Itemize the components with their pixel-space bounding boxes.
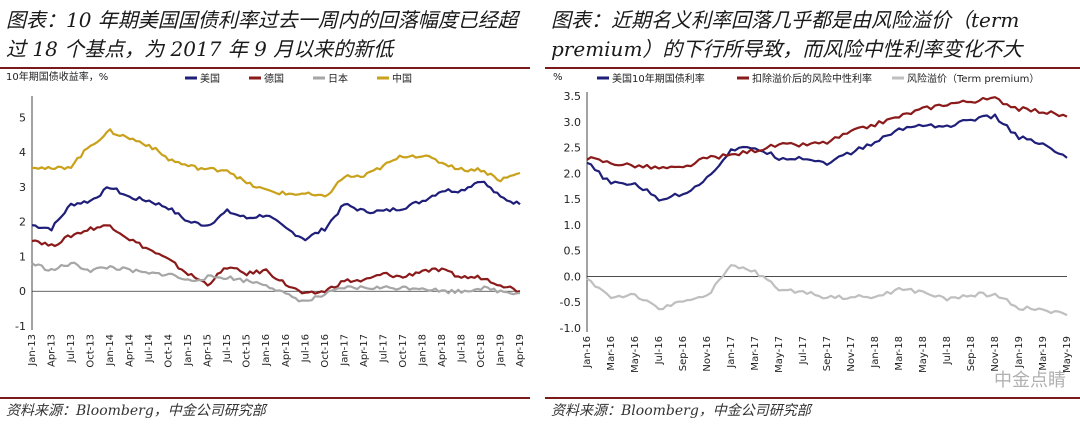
- x-tick-label: Jan-14: [105, 334, 116, 367]
- x-tick-label: Jul-16: [654, 336, 665, 365]
- y-tick-label: 3.0: [564, 116, 582, 129]
- right-source-note: 资料来源：Bloomberg，中金公司研究部: [551, 403, 811, 419]
- y-axis-label: %: [553, 72, 563, 83]
- series-line-0: [31, 180, 521, 242]
- x-tick-label: Jan-19: [1014, 336, 1025, 369]
- x-tick-label: May-18: [918, 336, 929, 373]
- x-tick-label: Apr-17: [359, 334, 370, 367]
- legend-label: 中国: [392, 72, 412, 85]
- series-line-1: [31, 224, 521, 295]
- x-tick-label: Jan-19: [495, 334, 506, 367]
- y-tick-label: 4: [19, 146, 26, 159]
- x-tick-label: Apr-18: [437, 334, 448, 367]
- y-tick-label: 3: [19, 181, 26, 194]
- x-tick-label: Nov-18: [990, 336, 1001, 372]
- y-tick-label: 0.5: [564, 245, 582, 258]
- x-tick-label: Sep-17: [822, 336, 833, 371]
- legend-label: 风险溢价（Term premium）: [907, 72, 1039, 85]
- series-line-0: [586, 113, 1068, 202]
- y-tick-label: 0.0: [564, 270, 582, 283]
- series-line-3: [31, 128, 521, 198]
- watermark-logo: 中金点睛: [994, 370, 1066, 391]
- x-tick-label: Jan-13: [27, 334, 38, 367]
- series-line-1: [586, 96, 1068, 170]
- x-tick-label: Nov-16: [702, 336, 713, 372]
- right-chart-title: 图表：近期名义利率回落几乎都是由风险溢价（term premium）的下行所导致…: [551, 8, 1023, 61]
- y-tick-label: 1: [19, 250, 26, 263]
- x-tick-label: Jan-18: [870, 336, 881, 369]
- right-title-divider: [545, 67, 1080, 69]
- y-tick-label: 5: [19, 111, 26, 124]
- legend-label: 美国10年期国债利率: [612, 72, 705, 85]
- x-tick-label: Oct-15: [242, 334, 253, 368]
- legend-label: 扣除溢价后的风险中性利率: [752, 72, 872, 85]
- legend-label: 美国: [200, 72, 220, 85]
- x-tick-label: Jul-13: [66, 334, 77, 363]
- x-tick-label: Apr-16: [281, 334, 292, 367]
- y-tick-label: -1.0: [560, 322, 581, 335]
- left-line-chart: 10年期国债收益率，% -1 0 1 2 3 4 5 Jan-13 Apr-13 Jul-13 Oct…: [6, 70, 526, 368]
- x-tick-label: Oct-17: [398, 334, 409, 368]
- x-tick-label: Jul-16: [300, 334, 311, 363]
- y-axis-label: 10年期国债收益率，%: [6, 70, 108, 83]
- y-tick-label: 1.5: [564, 193, 582, 206]
- x-tick-label: Jan-18: [417, 334, 428, 367]
- x-tick-label: Oct-13: [86, 334, 97, 368]
- x-tick-label: Mar-16: [606, 336, 617, 371]
- right-line-chart: % -1.0 -0.5 0.0 0.5 1.0 1.5 2.0 2.5 3.0 3.5 Jan-16 M…: [553, 72, 1073, 373]
- x-tick-label: Jul-18: [456, 334, 467, 363]
- legend-label: 日本: [328, 72, 348, 85]
- series-line-2: [31, 261, 521, 303]
- y-tick-label: 2.5: [564, 142, 582, 155]
- x-tick-label: May-16: [630, 336, 641, 373]
- x-tick-label: Jul-14: [144, 334, 155, 363]
- right-chart-panel: 图表：近期名义利率回落几乎都是由风险溢价（term premium）的下行所导致…: [545, 0, 1080, 426]
- x-tick-label: Apr-13: [47, 334, 58, 367]
- x-tick-label: Jan-15: [183, 334, 194, 367]
- x-tick-label: Jul-15: [222, 334, 233, 363]
- x-tick-label: Nov-17: [846, 336, 857, 372]
- y-tick-label: 0: [19, 285, 26, 298]
- left-chart-title: 图表：10 年期美国国债利率过去一周内的回落幅度已经超过 18 个基点，为 20…: [6, 8, 518, 61]
- x-tick-label: Apr-19: [515, 334, 526, 367]
- left-source-divider: [0, 397, 530, 399]
- x-tick-label: Mar-17: [750, 336, 761, 371]
- x-tick-label: Sep-18: [966, 336, 977, 371]
- y-tick-label: 3.5: [564, 90, 582, 103]
- y-tick-label: 2.0: [564, 167, 582, 180]
- y-tick-label: 1.0: [564, 219, 582, 232]
- x-tick-label: Sep-16: [678, 336, 689, 371]
- x-tick-label: Jul-17: [798, 336, 809, 365]
- series-line-2: [586, 264, 1068, 317]
- x-tick-label: Oct-16: [320, 334, 331, 368]
- left-title-divider: [0, 67, 530, 69]
- x-tick-label: Apr-15: [203, 334, 214, 367]
- x-tick-label: Apr-14: [125, 334, 136, 367]
- x-tick-label: Jan-17: [339, 334, 350, 367]
- right-source-divider: [545, 397, 1080, 399]
- x-tick-label: Jul-18: [942, 336, 953, 365]
- x-tick-label: Jan-16: [582, 336, 593, 369]
- x-tick-label: Jul-17: [378, 334, 389, 363]
- legend-label: 德国: [264, 72, 284, 85]
- x-tick-label: Mar-18: [894, 336, 905, 371]
- left-chart-panel: 图表：10 年期美国国债利率过去一周内的回落幅度已经超过 18 个基点，为 20…: [0, 0, 530, 426]
- x-tick-label: Oct-18: [476, 334, 487, 368]
- y-tick-label: -0.5: [560, 296, 581, 309]
- x-tick-label: Jan-17: [726, 336, 737, 369]
- x-tick-label: Mar-19: [1038, 336, 1049, 371]
- x-tick-label: Jan-16: [261, 334, 272, 367]
- left-source-note: 资料来源：Bloomberg，中金公司研究部: [6, 403, 266, 419]
- x-tick-label: May-17: [774, 336, 785, 373]
- x-tick-label: Oct-14: [164, 334, 175, 368]
- y-tick-label: 2: [19, 216, 26, 229]
- x-tick-label: May-19: [1062, 336, 1073, 373]
- y-tick-label: -1: [15, 320, 26, 333]
